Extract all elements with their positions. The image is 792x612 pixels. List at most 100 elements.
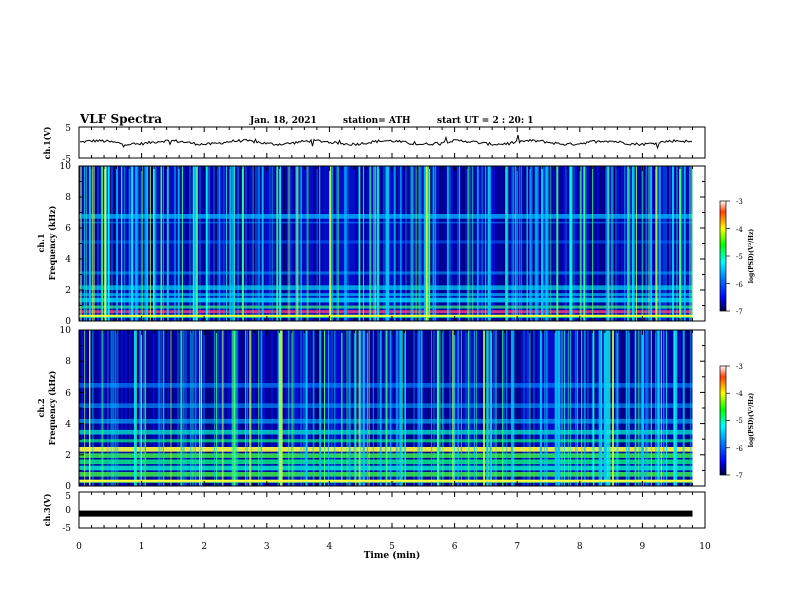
- spectrogram-sferic: [88, 166, 91, 321]
- spectrogram-sferic: [154, 166, 156, 321]
- spectrogram-sferic: [260, 330, 262, 486]
- spectrogram-sferic: [189, 166, 191, 321]
- spectrogram-sferic: [372, 330, 374, 486]
- spectrogram-sferic: [442, 330, 444, 486]
- spectrogram-sferic: [616, 330, 619, 486]
- spectrogram-sferic: [550, 166, 552, 321]
- spectrogram-sferic: [657, 330, 660, 486]
- ch2-ytick-6: 6: [65, 389, 71, 399]
- spectrogram-sferic: [658, 330, 660, 486]
- ch2-colorbar-tick-neg5: -5: [736, 417, 743, 425]
- spectrogram-sferic: [592, 166, 594, 321]
- ch2-ytick-2: 2: [65, 451, 71, 461]
- spectrogram-sferic: [378, 166, 380, 321]
- spectrogram-sferic: [93, 166, 95, 321]
- spectrogram-sferic: [362, 166, 364, 321]
- spectrogram-sferic: [529, 166, 532, 321]
- spectrogram-sferic: [362, 330, 365, 486]
- spectrogram-sferic: [635, 330, 637, 486]
- spectrogram-sferic: [296, 166, 299, 321]
- spectrogram-sferic: [237, 166, 239, 321]
- spectrogram-sferic: [404, 330, 406, 486]
- spectrogram-sferic: [612, 166, 614, 321]
- spectrogram-sferic: [460, 330, 462, 486]
- time-axis-tick-9: 9: [640, 542, 646, 552]
- ch2-colorbar: [719, 365, 727, 476]
- spectrogram-sferic: [649, 166, 651, 321]
- spectrogram-sferic: [134, 330, 136, 486]
- spectrogram-sferic: [579, 166, 582, 321]
- time-axis-tick-6: 6: [452, 542, 458, 552]
- spectrogram-sferic: [690, 166, 693, 321]
- ch1-waveform-panel: 5 -5 ch.1(V): [42, 124, 706, 165]
- ch2-ytick-10: 10: [60, 326, 72, 336]
- spectrogram-sferic: [627, 166, 630, 321]
- ch2-ytick-4: 4: [65, 420, 71, 430]
- ch1-ytick-0: 0: [65, 317, 71, 327]
- spectrogram-sferic: [226, 166, 227, 321]
- spectrogram-sferic: [280, 166, 282, 321]
- spectrogram-sferic: [598, 330, 600, 486]
- ch3-waveform-line: [79, 510, 693, 517]
- spectrogram-sferic: [89, 330, 91, 486]
- spectrogram-sferic: [642, 166, 644, 321]
- spectrogram-sferic: [502, 330, 504, 486]
- spectrogram-sferic: [337, 166, 339, 321]
- spectrogram-sferic: [141, 166, 143, 321]
- spectrogram-sferic: [366, 330, 368, 486]
- spectrogram-sferic: [306, 166, 309, 321]
- ch2-spectrogram-ylabel-channel: ch.2: [36, 398, 46, 417]
- spectrogram-sferic: [521, 166, 523, 321]
- time-axis-tick-1: 1: [139, 542, 145, 552]
- spectrogram-sferic: [581, 330, 583, 486]
- spectrogram-sferic: [608, 166, 610, 321]
- ch3-waveform-panel: 5 0 -5 ch.3(V): [42, 491, 706, 534]
- spectrogram-sferic: [193, 166, 196, 321]
- ch1-colorbar-tick-neg7: -7: [736, 308, 743, 316]
- spectrogram-sferic: [110, 330, 112, 486]
- spectrogram-sferic: [583, 330, 586, 486]
- spectrogram-sferic: [495, 330, 497, 486]
- ch1-colorbar-tick-neg5: -5: [736, 253, 743, 261]
- spectrogram-sferic: [170, 330, 172, 486]
- spectrogram-sferic: [432, 166, 435, 321]
- spectrogram-sferic: [330, 166, 332, 321]
- spectrogram-sferic: [276, 166, 279, 321]
- spectrogram-sferic: [512, 166, 514, 321]
- spectrogram-sferic: [642, 330, 644, 486]
- spectrogram-sferic: [559, 330, 561, 486]
- spectrogram-sferic: [672, 166, 674, 321]
- spectrogram-sferic: [650, 330, 652, 486]
- spectrogram-sferic: [490, 330, 492, 486]
- ch1-colorbar-ticks: [726, 200, 730, 312]
- spectrogram-sferic: [140, 330, 142, 486]
- spectrogram-sferic: [477, 166, 479, 321]
- ch2-colorbar-tick-neg4: -4: [736, 390, 743, 398]
- spectrogram-sferic: [145, 330, 146, 486]
- spectrogram-sferic: [348, 330, 351, 486]
- spectrogram-sferic: [410, 166, 413, 321]
- ch3-waveform-ticks: [78, 492, 706, 528]
- spectrogram-sferic: [506, 330, 508, 486]
- spectrogram-sferic: [336, 166, 338, 321]
- ch1-ytick-8: 8: [65, 193, 71, 203]
- spectrogram-sferic: [676, 330, 678, 486]
- spectrogram-sferic: [83, 166, 85, 321]
- ch1-colorbar-tick-neg6: -6: [736, 281, 743, 289]
- spectrogram-sferic: [544, 330, 546, 486]
- spectrogram-sferic: [629, 330, 630, 486]
- spectrogram-sferic: [485, 166, 487, 321]
- spectrogram-sferic: [379, 330, 382, 486]
- spectrogram-sferic: [658, 166, 660, 321]
- spectrogram-sferic: [467, 166, 470, 321]
- spectrogram-sferic: [91, 166, 93, 321]
- ch1-ytick-10: 10: [60, 162, 72, 172]
- spectrogram-sferic: [399, 330, 402, 486]
- spectrogram-sferic: [300, 166, 302, 321]
- spectrogram-sferic: [606, 166, 609, 321]
- spectrogram-sferic: [489, 166, 491, 321]
- spectrogram-sferic: [195, 166, 198, 321]
- spectrogram-sferic: [489, 330, 491, 486]
- spectrogram-sferic: [534, 166, 537, 321]
